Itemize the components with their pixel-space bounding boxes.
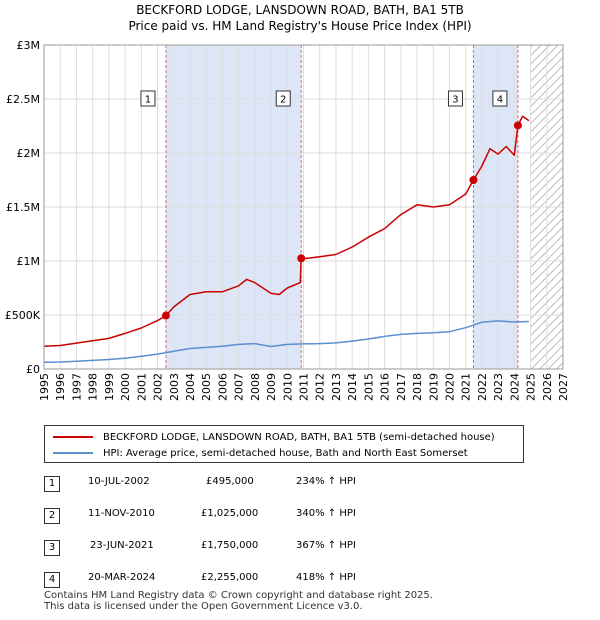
hpi-line [43, 320, 529, 363]
x-tick-label: 2003 [168, 373, 181, 401]
sale-marker-box [492, 90, 508, 107]
chart-title: BECKFORD LODGE, LANSDOWN ROAD, BATH, BA1… [136, 3, 464, 17]
x-tick-label: 1999 [103, 373, 116, 401]
x-tick-label: 2009 [265, 373, 278, 401]
sale-point [513, 121, 522, 130]
x-tick-label: 2024 [508, 373, 521, 401]
x-tick-label: 2001 [135, 373, 148, 401]
legend-swatch-hpi [53, 452, 93, 454]
legend-label-hpi: HPI: Average price, semi-detached house,… [103, 447, 468, 459]
y-tick-label: £1.5M [6, 201, 40, 214]
x-tick-label: 2019 [427, 373, 440, 401]
x-tick-label: 2000 [119, 373, 132, 401]
x-tick-label: 2020 [443, 373, 456, 401]
y-tick-label: £1M [17, 255, 41, 268]
legend-swatch-property [53, 436, 93, 438]
footer: Contains HM Land Registry data © Crown c… [44, 590, 433, 612]
sale-marker-box [140, 90, 156, 107]
x-tick-label: 2012 [314, 373, 327, 401]
x-tick-label: 2014 [346, 373, 359, 401]
sale-point [161, 311, 170, 320]
x-tick-label: 2004 [184, 373, 197, 401]
x-tick-label: 2015 [362, 373, 375, 401]
sale-price: £1,750,000 [201, 540, 259, 551]
sale-price: £1,025,000 [201, 508, 259, 519]
sale-hpi-change: 340% ↑ HPI [296, 508, 356, 519]
x-tick-label: 2023 [492, 373, 505, 401]
sale-marker-box [275, 90, 291, 107]
x-tick-label: 1995 [38, 373, 51, 401]
x-tick-label: 2011 [298, 373, 311, 401]
sale-date: 11-NOV-2010 [88, 508, 155, 519]
sale-marker-label: 3 [452, 95, 458, 106]
sale-marker-label: 1 [145, 95, 151, 106]
y-tick-label: £2M [17, 147, 41, 160]
x-tick-label: 2002 [152, 373, 165, 401]
y-tick-label: £2.5M [6, 93, 40, 106]
sale-date: 20-MAR-2024 [88, 572, 156, 583]
sale-marker-box [447, 90, 463, 107]
sale-point [469, 176, 478, 184]
y-tick-label: £500K [5, 309, 41, 322]
sale-number-badge: 3 [44, 540, 60, 556]
legend-item-hpi: HPI: Average price, semi-detached house,… [53, 446, 468, 460]
sale-date: 10-JUL-2002 [88, 476, 150, 487]
sale-marker-label: 2 [280, 95, 286, 106]
x-tick-label: 2021 [460, 373, 473, 401]
x-tick-label: 2013 [330, 373, 343, 401]
x-tick-label: 2006 [216, 373, 229, 401]
plot-frame [43, 44, 564, 370]
x-tick-label: 2007 [233, 373, 246, 401]
sale-row: 3 23-JUN-2021 £1,750,000 367% ↑ HPI [44, 537, 564, 556]
x-tick-label: 2018 [411, 373, 424, 401]
sale-date: 23-JUN-2021 [90, 540, 154, 551]
x-tick-label: 2008 [249, 373, 262, 401]
y-tick-label: £0 [26, 363, 40, 376]
x-tick-label: 2010 [281, 373, 294, 401]
x-tick-label: 2005 [200, 373, 213, 401]
sale-hpi-change: 234% ↑ HPI [296, 476, 356, 487]
legend: BECKFORD LODGE, LANSDOWN ROAD, BATH, BA1… [44, 425, 524, 463]
sale-row: 1 10-JUL-2002 £495,000 234% ↑ HPI [44, 473, 564, 492]
footer-licence: This data is licensed under the Open Gov… [44, 601, 363, 612]
footer-copyright: Contains HM Land Registry data © Crown c… [44, 590, 433, 601]
sale-price: £2,255,000 [201, 572, 259, 583]
sale-number-badge: 2 [44, 508, 60, 524]
legend-item-property: BECKFORD LODGE, LANSDOWN ROAD, BATH, BA1… [53, 430, 495, 444]
x-tick-label: 1998 [87, 373, 100, 401]
x-tick-label: 2027 [557, 373, 570, 401]
x-tick-label: 2025 [525, 373, 538, 401]
x-tick-label: 2026 [541, 373, 554, 401]
sale-point [297, 254, 306, 263]
chart-subtitle: Price paid vs. HM Land Registry's House … [128, 19, 472, 33]
legend-label-property: BECKFORD LODGE, LANSDOWN ROAD, BATH, BA1… [103, 431, 495, 443]
sale-marker-label: 4 [497, 95, 503, 106]
sale-row: 2 11-NOV-2010 £1,025,000 340% ↑ HPI [44, 505, 564, 524]
y-tick-label: £3M [17, 39, 41, 52]
sale-number-badge: 4 [44, 572, 60, 588]
x-tick-label: 2022 [476, 373, 489, 401]
x-tick-label: 1997 [70, 373, 83, 401]
x-tick-label: 1996 [54, 373, 67, 401]
sale-hpi-change: 418% ↑ HPI [296, 572, 356, 583]
sale-price: £495,000 [206, 476, 254, 487]
x-tick-label: 2016 [379, 373, 392, 401]
sale-hpi-change: 367% ↑ HPI [296, 540, 356, 551]
x-tick-label: 2017 [395, 373, 408, 401]
sale-number-badge: 1 [44, 476, 60, 492]
sale-row: 4 20-MAR-2024 £2,255,000 418% ↑ HPI [44, 569, 564, 588]
